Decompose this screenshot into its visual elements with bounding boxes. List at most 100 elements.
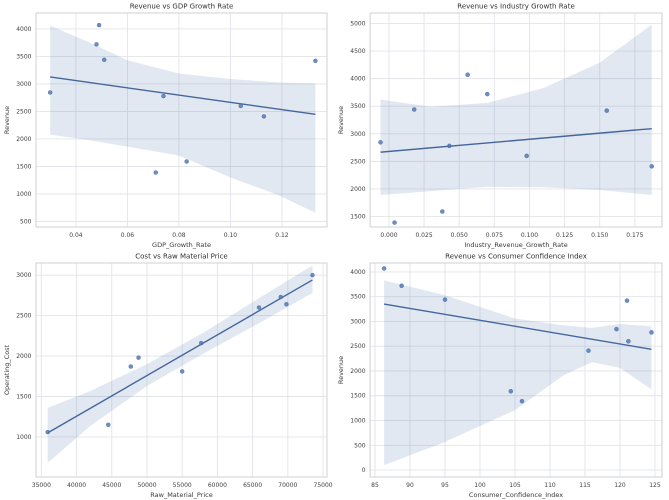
data-point (136, 355, 141, 360)
x-axis-label: GDP_Growth_Rate (152, 241, 211, 249)
x-tick-label: 60000 (208, 482, 227, 489)
chart-title: Revenue vs GDP Growth Rate (130, 3, 234, 11)
y-tick-label: 2500 (350, 158, 365, 165)
data-point (179, 369, 185, 374)
x-tick-label: 0.100 (521, 232, 538, 239)
y-tick-label: 2000 (350, 368, 365, 375)
data-point (624, 298, 630, 303)
y-axis-label: Revenue (337, 106, 345, 134)
data-point (94, 42, 99, 47)
chart-panel-2: 35000 40000 45000 50000 55000 60000 65000 70000… (0, 250, 334, 500)
data-point (508, 389, 514, 394)
x-tick-label: 0.050 (451, 232, 468, 239)
confidence-band (50, 25, 316, 213)
chart-revenue-vs-consumer-confidence-index: 85 90 95 100 105 110 115 120 125 0 500 1000 1500 2000… (337, 252, 663, 499)
x-tick-label: 0.025 (415, 232, 432, 239)
y-tick-label: 3000 (16, 81, 31, 88)
data-point (381, 266, 387, 271)
data-point (313, 58, 318, 64)
y-tick-label: 2500 (16, 108, 31, 115)
x-tick-label: 90 (406, 482, 414, 489)
y-axis-label: Revenue (337, 356, 345, 384)
x-tick-label: 95 (441, 482, 449, 489)
y-tick-label: 2000 (16, 136, 31, 143)
regression-line (380, 127, 652, 153)
chart-cost-vs-raw-material-price: 35000 40000 45000 50000 55000 60000 65000 70000… (3, 253, 333, 500)
x-tick-label: 115 (579, 482, 591, 489)
x-tick-label: 35000 (32, 482, 51, 489)
data-point (626, 339, 631, 344)
data-point (261, 114, 267, 119)
data-point (447, 143, 452, 149)
y-tick-label: 1500 (350, 214, 365, 221)
y-tick-label: 4000 (350, 76, 365, 83)
chart-title: Revenue vs Consumer Confidence Index (445, 252, 587, 261)
data-point (649, 164, 654, 169)
x-tick-label: 0.075 (486, 232, 503, 239)
y-tick-label: 2000 (16, 353, 31, 360)
plot-border (35, 262, 328, 478)
data-point (161, 93, 166, 99)
x-axis-label: Industry_Revenue_Growth_Rate (464, 241, 567, 249)
regression-line (383, 303, 652, 351)
y-tick-label: 1500 (350, 393, 365, 400)
data-point (378, 140, 383, 145)
y-tick-label: 4000 (16, 26, 31, 33)
data-point (399, 283, 404, 289)
x-tick-label: 125 (649, 482, 661, 489)
data-point (649, 330, 654, 335)
data-point (604, 108, 610, 113)
data-point (256, 305, 262, 310)
chart-title: Revenue vs Industry Growth Rate (457, 2, 575, 11)
x-tick-label: 40000 (67, 482, 86, 489)
chart-revenue-vs-gdp-growth-rate: 0.04 0.06 0.08 0.10 0.12 500 1000 1500 2000 2500 3… (3, 3, 328, 249)
regression-line (47, 279, 313, 434)
y-tick-label: 4500 (350, 48, 365, 55)
y-tick-label: 2500 (16, 313, 31, 320)
data-point (614, 326, 619, 332)
x-tick-label: 120 (614, 482, 626, 489)
x-tick-label: 100 (474, 482, 486, 489)
x-tick-label: 50000 (137, 482, 156, 489)
data-point (310, 272, 315, 278)
x-tick-label: 0.150 (591, 232, 608, 239)
data-point (47, 90, 53, 95)
x-tick-label: 85 (371, 482, 379, 489)
y-tick-label: 3000 (350, 318, 365, 325)
x-tick-label: 65000 (243, 482, 262, 489)
data-point (411, 107, 417, 112)
data-point (519, 398, 525, 404)
x-tick-label: 105 (509, 482, 521, 489)
x-tick-label: 0.000 (380, 232, 397, 239)
y-tick-label: 3000 (350, 131, 365, 138)
x-tick-label: 70000 (278, 482, 297, 489)
y-tick-label: 1500 (16, 394, 31, 401)
regression-line (50, 76, 316, 115)
y-tick-label: 3500 (350, 103, 365, 110)
data-point (392, 220, 397, 225)
y-tick-label: 0 (362, 467, 366, 474)
y-tick-label: 500 (354, 442, 366, 449)
y-tick-label: 1000 (350, 418, 365, 425)
data-point (45, 429, 50, 435)
x-tick-label: 55000 (173, 482, 192, 489)
chart-panel-3: 85 90 95 100 105 110 115 120 125 0 500 1000 1500 2000… (334, 250, 669, 500)
x-tick-label: 75000 (314, 482, 333, 489)
y-tick-label: 1500 (16, 163, 31, 170)
data-point (440, 209, 445, 214)
y-tick-label: 4000 (350, 269, 365, 276)
confidence-band (380, 24, 652, 196)
data-point (465, 72, 470, 78)
data-point (485, 91, 490, 97)
y-tick-label: 3500 (350, 294, 365, 301)
y-tick-label: 3000 (16, 272, 31, 279)
y-axis-label: Operating_Cost (3, 344, 11, 395)
data-point (278, 294, 284, 300)
data-point (106, 422, 111, 428)
chart-revenue-vs-industry-growth-rate: 0.000 0.025 0.050 0.075 0.100 0.125 0.150 0.175… (337, 2, 663, 249)
data-point (153, 170, 158, 175)
chart-title: Cost vs Raw Material Price (135, 253, 228, 261)
data-point (442, 297, 448, 302)
plot-border (369, 12, 663, 228)
